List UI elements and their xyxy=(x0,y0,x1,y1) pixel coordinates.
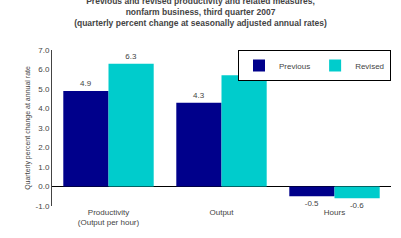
svg-text:Output: Output xyxy=(209,208,234,217)
svg-text:Previous and revised productiv: Previous and revised productivity and re… xyxy=(74,0,327,28)
svg-text:-1.0: -1.0 xyxy=(36,202,50,211)
svg-text:Productivity(Output per hour): Productivity(Output per hour) xyxy=(78,208,140,227)
svg-text:Quarterly percent change at an: Quarterly percent change at annual rate xyxy=(24,66,32,190)
svg-text:1.0: 1.0 xyxy=(38,163,50,172)
svg-text:-0.6: -0.6 xyxy=(350,201,364,210)
svg-text:2.0: 2.0 xyxy=(38,143,50,152)
svg-text:4.3: 4.3 xyxy=(193,91,205,100)
svg-text:0.0: 0.0 xyxy=(38,182,50,191)
svg-text:4.9: 4.9 xyxy=(80,79,92,88)
svg-text:6.0: 6.0 xyxy=(38,65,50,74)
svg-text:7.0: 7.0 xyxy=(38,46,50,55)
svg-text:6.3: 6.3 xyxy=(125,52,137,61)
svg-text:5.0: 5.0 xyxy=(38,85,50,94)
svg-text:Revised: Revised xyxy=(355,62,384,71)
svg-text:3.0: 3.0 xyxy=(38,124,50,133)
svg-text:-0.5: -0.5 xyxy=(305,199,319,208)
svg-text:Previous: Previous xyxy=(279,62,310,71)
svg-text:Hours: Hours xyxy=(324,208,345,217)
svg-text:4.0: 4.0 xyxy=(38,104,50,113)
